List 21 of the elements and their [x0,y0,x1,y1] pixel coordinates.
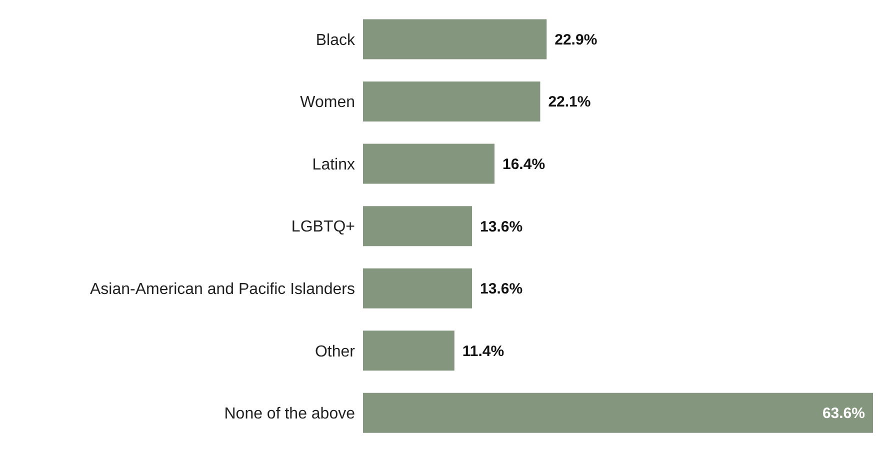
bar [363,144,495,184]
y-tick-label: Black [316,32,356,49]
bar [363,268,472,308]
data-label: 13.6% [480,218,523,236]
data-label: 11.4% [462,342,504,360]
data-label: 13.6% [480,280,523,298]
bar [363,19,547,60]
data-label: 22.1% [548,94,591,111]
bar [363,81,540,122]
bar [363,392,873,433]
y-tick-label: Latinx [312,156,355,174]
y-tick-label: None of the above [224,406,356,423]
bar [363,206,472,246]
data-label: 16.4% [502,156,546,174]
y-tick-label: LGBTQ+ [291,218,355,236]
y-tick-label: Asian-American and Pacific Islanders [90,280,355,298]
data-label: 22.9% [554,31,598,48]
y-tick-label: Women [300,94,355,112]
y-tick-label: Other [314,343,356,360]
bar [363,330,454,371]
data-label: 63.6% [822,405,865,422]
